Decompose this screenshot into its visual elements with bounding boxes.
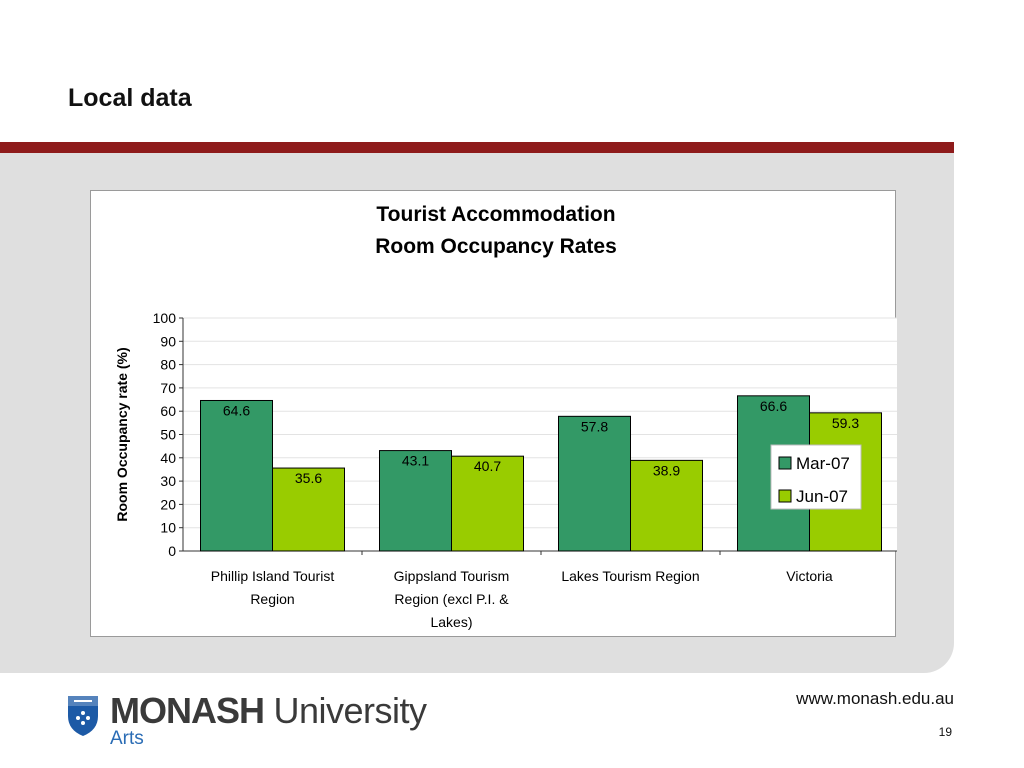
page-number: 19 <box>938 725 952 739</box>
chart-container: Tourist Accommodation Room Occupancy Rate… <box>90 190 897 637</box>
logo-wordmark: MONASH University <box>110 690 427 732</box>
bar-jun-07 <box>272 467 345 552</box>
monash-crest-icon <box>68 696 98 736</box>
legend-swatch <box>778 456 792 470</box>
x-category-label: Region <box>250 591 294 607</box>
bar-value-label: 40.7 <box>474 458 501 474</box>
bar-jun-07 <box>630 459 703 552</box>
y-tick-label: 60 <box>160 403 176 419</box>
bar-value-label: 43.1 <box>402 453 429 469</box>
x-category-label: Gippsland Tourism <box>394 568 510 584</box>
legend-label: Jun-07 <box>796 487 848 506</box>
chart-title-line: Tourist Accommodation <box>376 203 615 226</box>
bar-value-label: 64.6 <box>223 402 250 418</box>
logo-name-rest: University <box>273 690 428 731</box>
bar-mar-07 <box>558 415 631 552</box>
y-tick-label: 70 <box>160 380 176 396</box>
y-tick-label: 20 <box>160 496 176 512</box>
y-axis-label: Room Occupancy rate (%) <box>114 347 130 521</box>
bar-value-label: 35.6 <box>295 470 322 486</box>
bar-value-label: 57.8 <box>581 418 608 434</box>
y-tick-label: 30 <box>160 473 176 489</box>
y-tick-label: 10 <box>160 520 176 536</box>
x-category-label: Phillip Island Tourist <box>211 568 335 584</box>
x-category-label: Lakes Tourism Region <box>561 568 699 584</box>
bar-value-label: 66.6 <box>760 398 787 414</box>
monash-logo: MONASH University Arts <box>66 690 427 752</box>
bar-mar-07 <box>200 399 273 552</box>
logo-faculty: Arts <box>110 728 144 749</box>
legend-swatch <box>778 489 792 503</box>
y-tick-label: 50 <box>160 427 176 443</box>
y-tick-label: 0 <box>168 543 176 559</box>
legend-label: Mar-07 <box>796 454 850 473</box>
y-tick-label: 80 <box>160 357 176 373</box>
occupancy-chart: Tourist Accommodation Room Occupancy Rate… <box>114 203 897 630</box>
logo-name-strong: MONASH <box>110 690 265 731</box>
footer-url[interactable]: www.monash.edu.au <box>796 689 954 708</box>
chart-title-line: Room Occupancy Rates <box>375 235 617 258</box>
slide-title: Local data <box>68 84 192 112</box>
y-tick-label: 90 <box>160 333 176 349</box>
bar-value-label: 59.3 <box>832 415 859 431</box>
x-category-label: Lakes) <box>430 614 472 630</box>
y-tick-label: 40 <box>160 450 176 466</box>
bar-jun-07 <box>451 455 524 552</box>
x-category-label: Victoria <box>786 568 833 584</box>
y-tick-label: 100 <box>153 310 177 326</box>
x-category-label: Region (excl P.I. & <box>394 591 509 607</box>
bar-value-label: 38.9 <box>653 462 680 478</box>
title-rule <box>0 142 954 153</box>
